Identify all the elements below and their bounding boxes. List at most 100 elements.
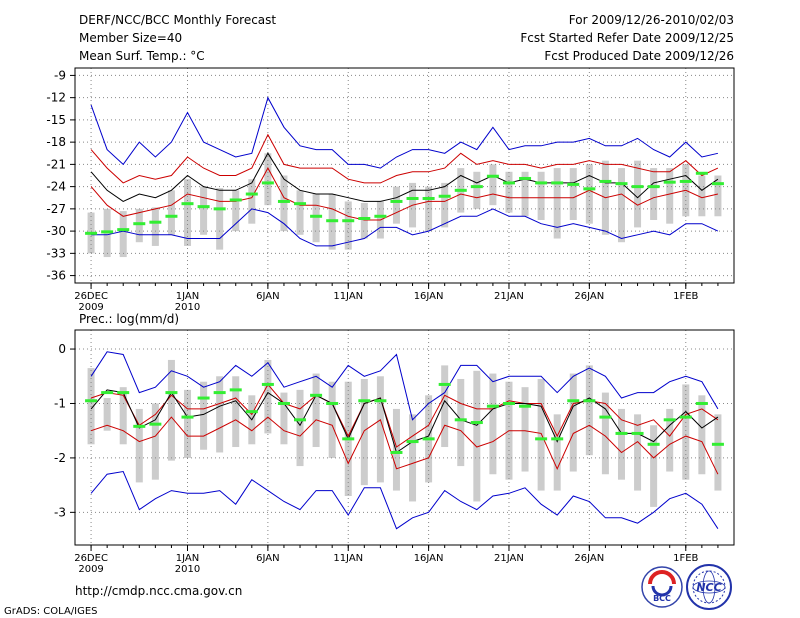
header-member-size: Member Size=40: [79, 31, 182, 45]
x-tick-label: 11JAN: [333, 553, 363, 564]
spread-box: [232, 190, 240, 232]
spread-box: [714, 414, 722, 491]
source-url: http://cmdp.ncc.cma.gov.cn: [75, 584, 242, 598]
min-line: [91, 208, 719, 247]
spread-box: [200, 381, 208, 450]
spread-box: [682, 384, 690, 480]
spread-box: [264, 153, 272, 206]
y-tick-label: -3: [54, 505, 66, 519]
x-tick-label: 1FEB: [673, 553, 698, 564]
spread-box: [457, 378, 465, 467]
y-tick-label: -24: [46, 180, 66, 194]
ncc-logo-text: NCC: [696, 581, 721, 594]
y-tick-label: -36: [46, 269, 66, 283]
spread-box: [376, 376, 384, 483]
spread-box: [280, 392, 288, 445]
y-tick-label: -21: [46, 157, 66, 171]
upper-quartile-line: [90, 133, 719, 184]
x-tick-label: 26JAN: [574, 291, 604, 302]
max-line: [90, 351, 719, 421]
header-period: For 2009/12/26-2010/02/03: [569, 13, 734, 27]
spread-box: [135, 408, 143, 483]
spread-box: [280, 175, 288, 232]
spread-box: [392, 186, 400, 224]
spread-box: [296, 190, 304, 235]
x-tick-label: 26DEC: [74, 291, 108, 302]
spread-box: [409, 414, 417, 502]
spread-box: [167, 359, 175, 461]
header-variable-label: Mean Surf. Temp.: °C: [79, 49, 205, 63]
spread-box: [521, 171, 529, 217]
spread-box: [553, 168, 561, 239]
header-produced-date: Fcst Produced Date 2009/12/26: [544, 49, 734, 63]
x-tick-label: 1JAN: [176, 553, 199, 564]
spread-box: [328, 381, 336, 458]
y-tick-label: -2: [54, 451, 66, 465]
spread-box: [473, 370, 481, 502]
median-line: [90, 389, 719, 454]
max-line: [90, 96, 719, 169]
spread-box: [344, 201, 352, 250]
spread-box: [312, 194, 320, 243]
spread-box: [569, 168, 577, 220]
x-tick-label: 26JAN: [574, 553, 604, 564]
x-tick-label: 16JAN: [414, 553, 444, 564]
spread-box: [360, 202, 368, 239]
spread-box: [666, 168, 674, 224]
spread-box: [216, 188, 224, 250]
x-tick-label: 1JAN: [176, 291, 199, 302]
x-tick-year-label: 2009: [78, 302, 103, 313]
x-tick-year-label: 2009: [78, 564, 103, 575]
ncc-logo: NCC: [686, 564, 732, 610]
x-tick-year-label: 2010: [175, 302, 200, 313]
spread-box: [666, 408, 674, 472]
spread-box: [698, 395, 706, 475]
spread-box: [248, 179, 256, 224]
spread-box: [489, 373, 497, 475]
min-line: [90, 470, 719, 530]
spread-box: [650, 168, 658, 220]
y-tick-label: -30: [46, 224, 66, 238]
y-tick-label: -1: [54, 396, 66, 410]
y-tick-label: -9: [54, 68, 66, 82]
spread-box: [360, 378, 368, 486]
bcc-logo-text: BCC: [653, 594, 671, 603]
spread-box: [537, 378, 545, 491]
y-tick-label: 0: [58, 342, 66, 356]
spread-box: [634, 160, 642, 228]
spread-box: [392, 408, 400, 491]
x-tick-label: 21JAN: [494, 291, 524, 302]
spread-box: [312, 373, 320, 448]
spread-box: [617, 408, 625, 480]
spread-box: [167, 190, 175, 235]
bcc-logo: BCC: [641, 566, 683, 608]
spread-box: [264, 359, 272, 434]
spread-box: [601, 392, 609, 475]
header-title: DERF/NCC/BCC Monthly Forecast: [79, 13, 276, 27]
spread-box: [714, 175, 722, 217]
spread-box: [296, 389, 304, 467]
plot-frame: [74, 329, 735, 546]
x-tick-label: 16JAN: [414, 291, 444, 302]
spread-box: [103, 398, 111, 431]
x-tick-label: 6JAN: [256, 553, 279, 564]
spread-box: [135, 208, 143, 243]
spread-box: [473, 171, 481, 209]
upper-quartile-line: [90, 383, 719, 448]
y-tick-label: -12: [46, 91, 66, 105]
y-tick-label: -33: [46, 246, 66, 260]
y-tick-label: -15: [46, 113, 66, 127]
median-line: [90, 152, 719, 202]
grads-credit: GrADS: COLA/IGES: [4, 606, 98, 617]
spread-box: [537, 171, 545, 220]
spread-box: [698, 175, 706, 217]
x-tick-label: 6JAN: [256, 291, 279, 302]
spread-box: [151, 403, 159, 480]
spread-box: [151, 207, 159, 246]
y-tick-label: -27: [46, 202, 66, 216]
x-tick-label: 1FEB: [673, 291, 698, 302]
x-tick-year-label: 2010: [175, 564, 200, 575]
lower-quartile-line: [90, 167, 719, 221]
spread-box: [521, 387, 529, 472]
